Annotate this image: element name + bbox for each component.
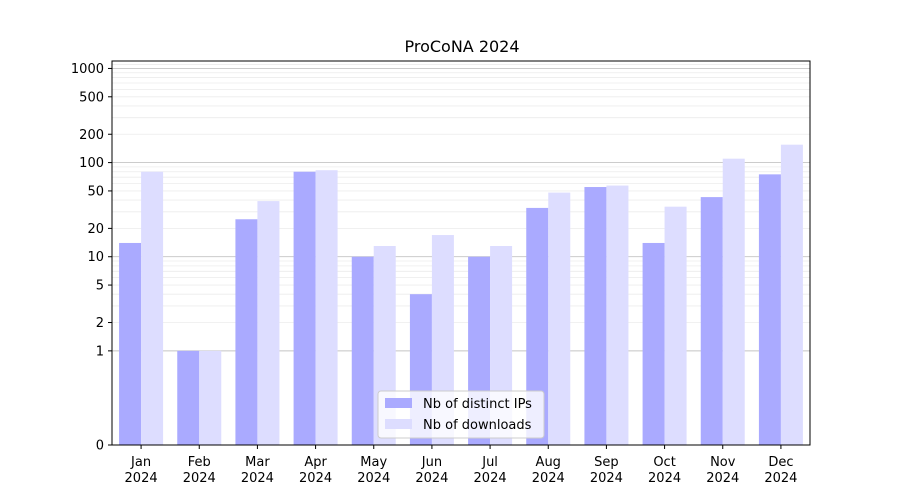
legend-swatch (385, 419, 412, 429)
x-tick-label-year: 2024 (532, 471, 565, 486)
x-tick-label-year: 2024 (415, 471, 448, 486)
bar-ips (119, 242, 142, 445)
bar-ips (235, 219, 258, 445)
x-tick-label-year: 2024 (590, 471, 623, 486)
x-tick-label-year: 2024 (357, 471, 390, 486)
x-tick-label-month: Aug (536, 455, 561, 470)
bar-ips (700, 197, 723, 445)
y-tick-label: 500 (79, 90, 104, 105)
x-tick-label-month: Jun (421, 455, 442, 470)
axes: 01251020501002005001000Jan2024Feb2024Mar… (71, 60, 811, 486)
x-tick-label-year: 2024 (299, 471, 332, 486)
y-tick-label: 200 (79, 128, 104, 143)
bar-downloads (141, 171, 164, 445)
legend: Nb of distinct IPs Nb of downloads (377, 390, 545, 439)
x-tick-label-year: 2024 (706, 471, 739, 486)
bar-downloads (780, 144, 803, 445)
y-tick-label: 10 (87, 250, 104, 265)
y-tick-label: 100 (79, 156, 104, 171)
x-tick-label-month: Nov (710, 455, 736, 470)
x-tick-label-month: Sep (594, 455, 619, 470)
bar-ips (758, 174, 781, 445)
bar-ips (584, 187, 607, 445)
y-tick-label: 1 (96, 344, 104, 359)
bar-downloads (199, 350, 222, 445)
x-tick-label-year: 2024 (183, 471, 216, 486)
x-tick-label-month: Feb (188, 455, 211, 470)
bar-downloads (664, 206, 687, 445)
x-tick-label-month: Oct (653, 455, 675, 470)
bar-downloads (722, 158, 745, 445)
bar-downloads (315, 170, 338, 445)
x-tick-label-month: Dec (768, 455, 793, 470)
bars (119, 144, 803, 446)
x-tick-label-year: 2024 (648, 471, 681, 486)
bar-ips (351, 256, 374, 445)
y-tick-label: 50 (87, 184, 104, 199)
x-tick-label-month: Jul (481, 455, 498, 470)
x-tick-label-year: 2024 (764, 471, 797, 486)
x-tick-label-year: 2024 (241, 471, 274, 486)
y-tick-label: 5 (96, 279, 104, 294)
chart-title: ProCoNA 2024 (404, 37, 519, 56)
y-tick-label: 2 (96, 316, 104, 331)
y-tick-label: 1000 (71, 62, 104, 77)
bar-ips (526, 207, 549, 445)
legend-box (377, 390, 545, 439)
x-tick-label-month: Mar (245, 455, 270, 470)
bar-downloads (606, 185, 629, 446)
x-tick-label-year: 2024 (474, 471, 507, 486)
x-tick-label-month: May (360, 455, 387, 470)
y-tick-label: 20 (87, 222, 104, 237)
y-tick-label: 0 (96, 439, 104, 454)
x-tick-label-month: Apr (304, 455, 327, 470)
bar-downloads (257, 201, 280, 445)
x-tick-label-year: 2024 (125, 471, 158, 486)
bar-ips (642, 242, 665, 445)
bar-ips (177, 350, 200, 445)
legend-swatch (385, 398, 412, 408)
bar-ips (293, 171, 316, 445)
legend-label: Nb of distinct IPs (423, 397, 532, 412)
bar-downloads (548, 192, 571, 445)
legend-label: Nb of downloads (423, 418, 532, 433)
plot-frame (111, 60, 811, 446)
x-tick-label-month: Jan (130, 455, 151, 470)
grid-lines (112, 64, 810, 352)
